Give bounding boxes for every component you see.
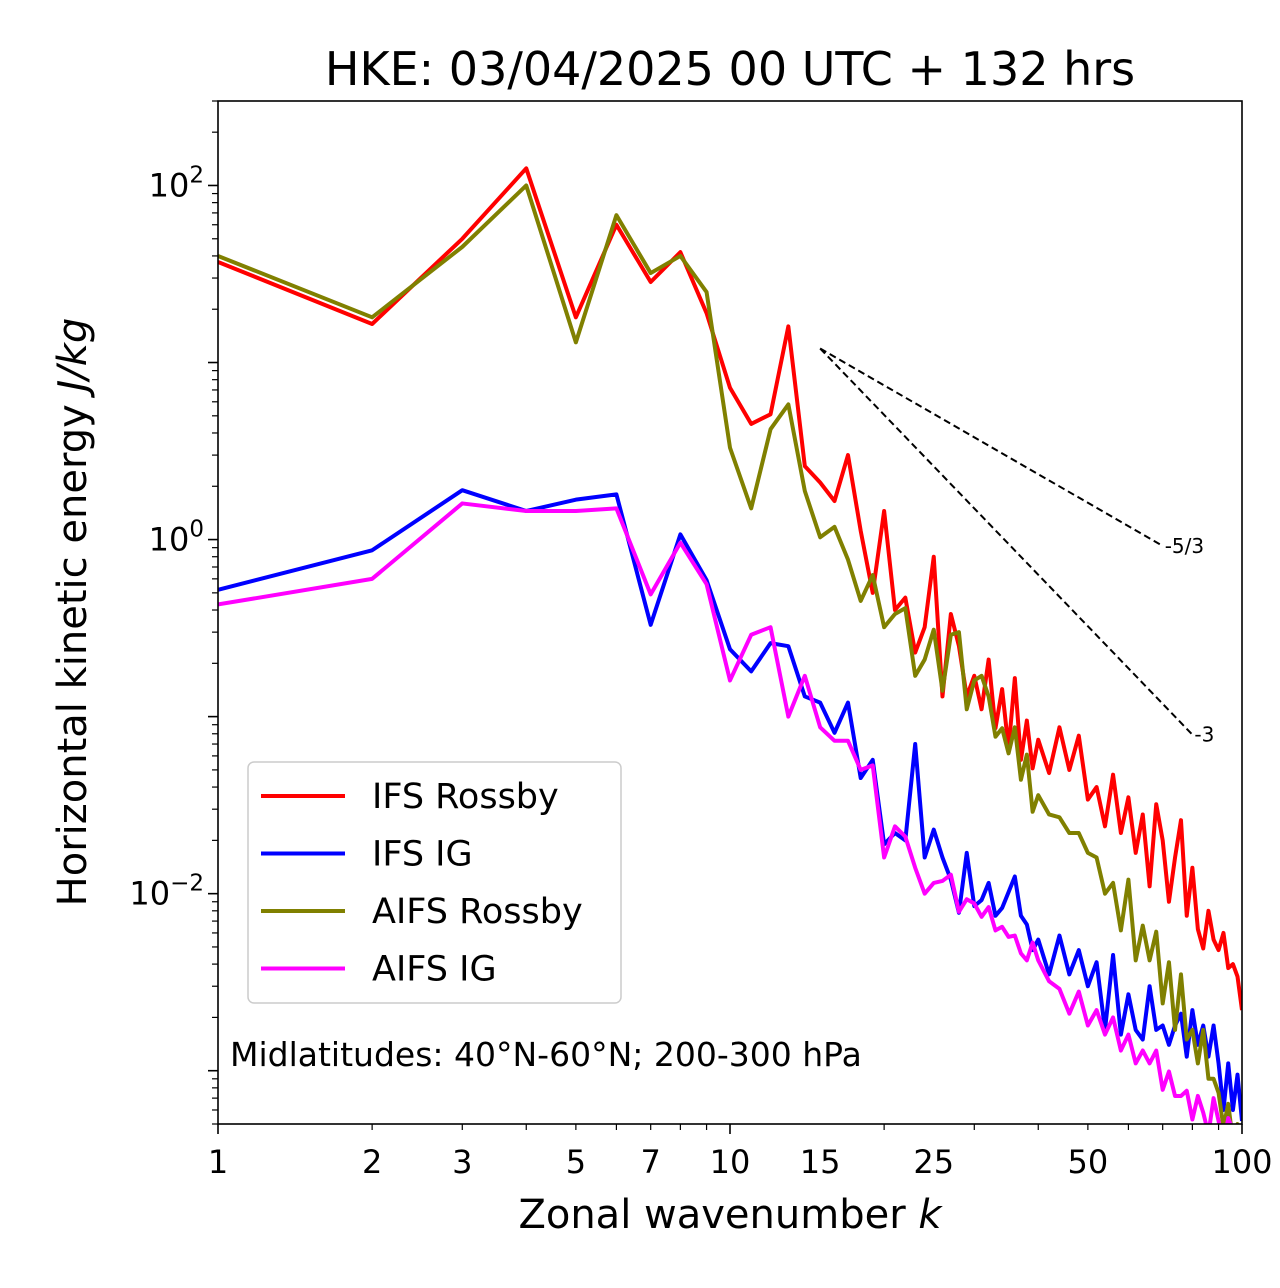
- x-tick-label-9: 100: [1211, 1143, 1272, 1181]
- legend-label-1: IFS IG: [372, 835, 473, 875]
- y-tick-label-1: 100: [149, 517, 204, 559]
- series-line-1: [218, 488, 1242, 1122]
- x-tick-label-6: 15: [800, 1143, 841, 1181]
- y-tick-label-2: 10−2: [129, 871, 204, 913]
- y-axis-label-var: J/kg: [50, 318, 96, 399]
- x-tick-label-4: 7: [641, 1143, 661, 1181]
- series-line-2: [218, 183, 1240, 1124]
- legend-box: [247, 761, 622, 1004]
- series-line-0: [218, 166, 1242, 1011]
- y-tick-label-0: 102: [149, 162, 204, 204]
- region-annotation: Midlatitudes: 40°N-60°N; 200-300 hPa: [230, 1035, 862, 1074]
- x-tick-label-3: 5: [566, 1143, 586, 1181]
- series-line-3: [218, 501, 1233, 1124]
- y-axis-label: Horizontal kinetic energy J/kg: [50, 318, 96, 907]
- x-tick-label-8: 50: [1068, 1143, 1109, 1181]
- y-axis: 102 100 10−2: [129, 100, 218, 1125]
- x-tick-label-0: 1: [208, 1143, 228, 1181]
- legend-label-2: AIFS Rossby: [372, 892, 583, 932]
- x-axis-label-text: Zonal wavenumber: [518, 1192, 906, 1238]
- x-tick-label-1: 2: [362, 1143, 382, 1181]
- x-axis: 1 2 3 5 7 10 15 25 50 100: [208, 1124, 1273, 1181]
- chart-title: HKE: 03/04/2025 00 UTC + 132 hrs: [325, 42, 1135, 96]
- reference-slope-label-1: -3: [1194, 723, 1214, 747]
- reference-slopes: [819, 347, 1194, 736]
- x-axis-label-var: k: [918, 1192, 943, 1238]
- x-tick-label-7: 25: [913, 1143, 954, 1181]
- series-layer: [218, 166, 1242, 1124]
- y-axis-label-text: Horizontal kinetic energy: [50, 404, 96, 906]
- legend-entries: IFS Rossby IFS IG AIFS Rossby AIFS IG: [261, 777, 583, 990]
- reference-slope-label-0: -5/3: [1165, 534, 1204, 558]
- x-tick-label-5: 10: [710, 1143, 751, 1181]
- x-tick-label-2: 3: [452, 1143, 472, 1181]
- reference-slope-line-1: [819, 347, 1194, 736]
- reference-slope-labels: -5/3 -3: [1165, 534, 1215, 747]
- legend-label-0: IFS Rossby: [372, 777, 559, 817]
- legend-label-3: AIFS IG: [372, 950, 497, 990]
- legend: IFS Rossby IFS IG AIFS Rossby AIFS IG: [247, 761, 622, 1004]
- x-axis-label: Zonal wavenumber k: [518, 1192, 943, 1238]
